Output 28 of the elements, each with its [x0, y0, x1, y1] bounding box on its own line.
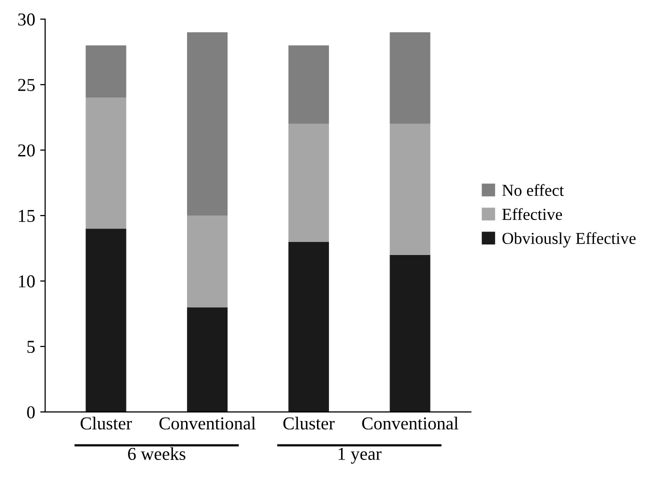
legend-label: Effective [502, 208, 562, 220]
x-tick-label: Conventional [159, 416, 256, 430]
text: 1 year [338, 448, 382, 464]
legend-label: No effect [502, 184, 564, 196]
bar [187, 32, 228, 216]
x-tick-label: Cluster [283, 416, 335, 430]
bar [390, 32, 430, 124]
bar [288, 124, 329, 242]
y-tick-label: 15 [18, 210, 35, 222]
y-tick-label: 25 [18, 78, 35, 92]
bar [86, 45, 126, 98]
bar [288, 242, 329, 412]
x-tick-label: Cluster [80, 416, 132, 430]
y-tick-label: 10 [18, 275, 35, 288]
bar [390, 124, 430, 255]
y-tick-label: 5 [27, 340, 35, 353]
bar [187, 307, 228, 412]
bar [187, 216, 228, 308]
y-tick-label: 30 [18, 13, 35, 26]
text: 6 weeks [128, 447, 186, 460]
bar [86, 228, 126, 412]
x-tick-label: Conventional [362, 416, 458, 430]
y-tick-label: 20 [18, 144, 35, 157]
y-tick-label: 0 [27, 406, 35, 418]
bar [390, 254, 430, 412]
legend-label: Obviously Effective [502, 232, 636, 248]
bar [86, 98, 126, 229]
bar [288, 45, 329, 124]
